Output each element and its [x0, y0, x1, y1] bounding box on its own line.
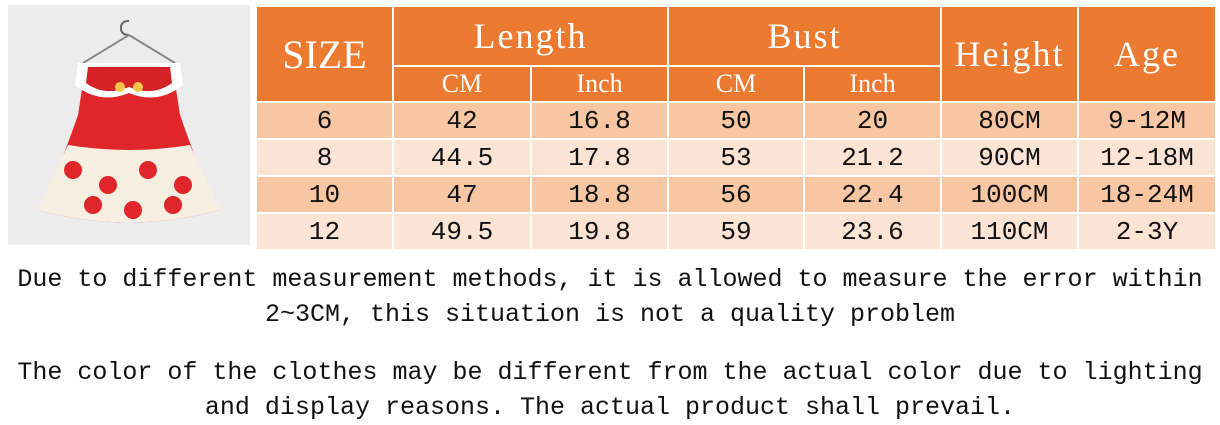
table-cell: 59 [667, 212, 806, 251]
header-cell: Inch [529, 65, 670, 103]
header-cell: Inch [803, 65, 943, 103]
note-line: The color of the clothes may be differen… [17, 358, 1203, 387]
header-cell: SIZE [255, 5, 394, 103]
table-cell: 9-12M [1077, 101, 1218, 140]
header-cell: Bust [667, 5, 943, 67]
table-cell: 49.5 [392, 212, 532, 251]
product-photo [8, 5, 250, 245]
note: The color of the clothes may be differen… [0, 355, 1220, 425]
table-row: 6 42 16.8 50 20 80CM 9-12M [255, 101, 1218, 140]
size-table: SIZE Length Bust Height Age CM Inch CM I… [255, 5, 1218, 251]
table-cell: 18-24M [1077, 175, 1218, 214]
table-cell: 47 [392, 175, 532, 214]
note-line: Due to different measurement methods, it… [17, 265, 1203, 294]
note-line: and display reasons. The actual product … [204, 393, 1016, 422]
table-cell: 44.5 [392, 138, 532, 177]
table-cell: 90CM [940, 138, 1080, 177]
table-cell: 100CM [940, 175, 1080, 214]
table-cell: 20 [803, 101, 943, 140]
table-cell: 50 [667, 101, 806, 140]
table-body: 6 42 16.8 50 20 80CM 9-12M 8 44.5 17.8 53 21.2 90CM 1… [255, 101, 1218, 251]
table-cell: 17.8 [529, 138, 670, 177]
table-cell: 6 [255, 101, 394, 140]
table-cell: 12-18M [1077, 138, 1218, 177]
table-cell: 10 [255, 175, 394, 214]
table-cell: 56 [667, 175, 806, 214]
table-cell: 18.8 [529, 175, 670, 214]
table-row: 10 47 18.8 56 22.4 100CM 18-24M [255, 175, 1218, 214]
table-cell: 16.8 [529, 101, 670, 140]
table-cell: 80CM [940, 101, 1080, 140]
table-cell: 42 [392, 101, 532, 140]
table-cell: 21.2 [803, 138, 943, 177]
header-cell: Length [391, 5, 670, 67]
note-line: 2~3CM, this situation is not a quality p… [264, 300, 956, 329]
table-cell: 110CM [940, 212, 1080, 251]
table-cell: 53 [667, 138, 806, 177]
table-cell: 22.4 [803, 175, 943, 214]
table-row: 12 49.5 19.8 59 23.6 110CM 2-3Y [255, 212, 1218, 251]
note: Due to different measurement methods, it… [0, 262, 1220, 332]
table-row: 8 44.5 17.8 53 21.2 90CM 12-18M [255, 138, 1218, 177]
table-cell: 2-3Y [1077, 212, 1218, 251]
header-cell: CM [667, 65, 806, 103]
table-cell: 23.6 [803, 212, 943, 251]
header-cell: CM [392, 65, 532, 103]
table-cell: 8 [255, 138, 394, 177]
table-cell: 19.8 [529, 212, 670, 251]
table-cell: 12 [255, 212, 394, 251]
header-cell: Height [940, 5, 1080, 103]
header-cell: Age [1077, 5, 1218, 103]
